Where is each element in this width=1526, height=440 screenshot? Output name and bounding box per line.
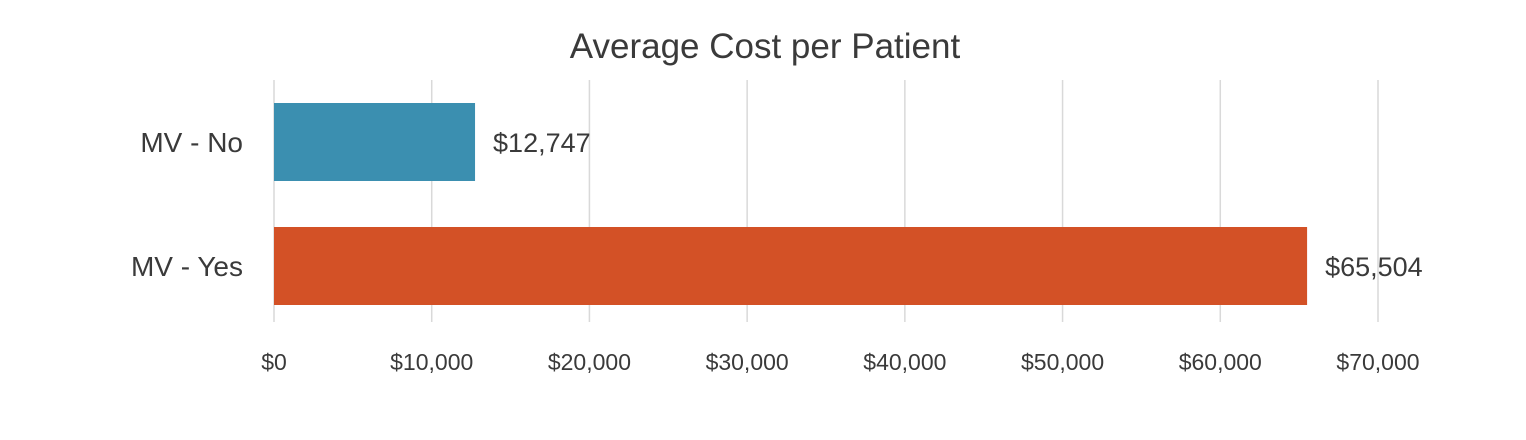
x-tick-label: $10,000 [390, 349, 473, 375]
data-labels: $12,747 $65,504 [493, 128, 1423, 282]
category-label: MV - No [140, 127, 243, 158]
x-axis-tick-labels: $0 $10,000 $20,000 $30,000 $40,000 $50,000 $60… [261, 349, 1419, 375]
data-label: $65,504 [1325, 252, 1423, 282]
x-tick-label: $30,000 [706, 349, 789, 375]
bar-1 [274, 227, 1308, 305]
bar-0 [274, 103, 476, 181]
x-tick-label: $50,000 [1021, 349, 1104, 375]
category-labels: MV - No MV - Yes [131, 127, 243, 282]
x-tick-label: $60,000 [1179, 349, 1262, 375]
data-label: $12,747 [493, 128, 591, 158]
chart-title: Average Cost per Patient [570, 27, 961, 66]
x-tick-label: $20,000 [548, 349, 631, 375]
bars [274, 103, 1308, 305]
x-tick-label: $70,000 [1336, 349, 1419, 375]
category-label: MV - Yes [131, 251, 243, 282]
x-tick-label: $0 [261, 349, 287, 375]
x-tick-label: $40,000 [863, 349, 946, 375]
